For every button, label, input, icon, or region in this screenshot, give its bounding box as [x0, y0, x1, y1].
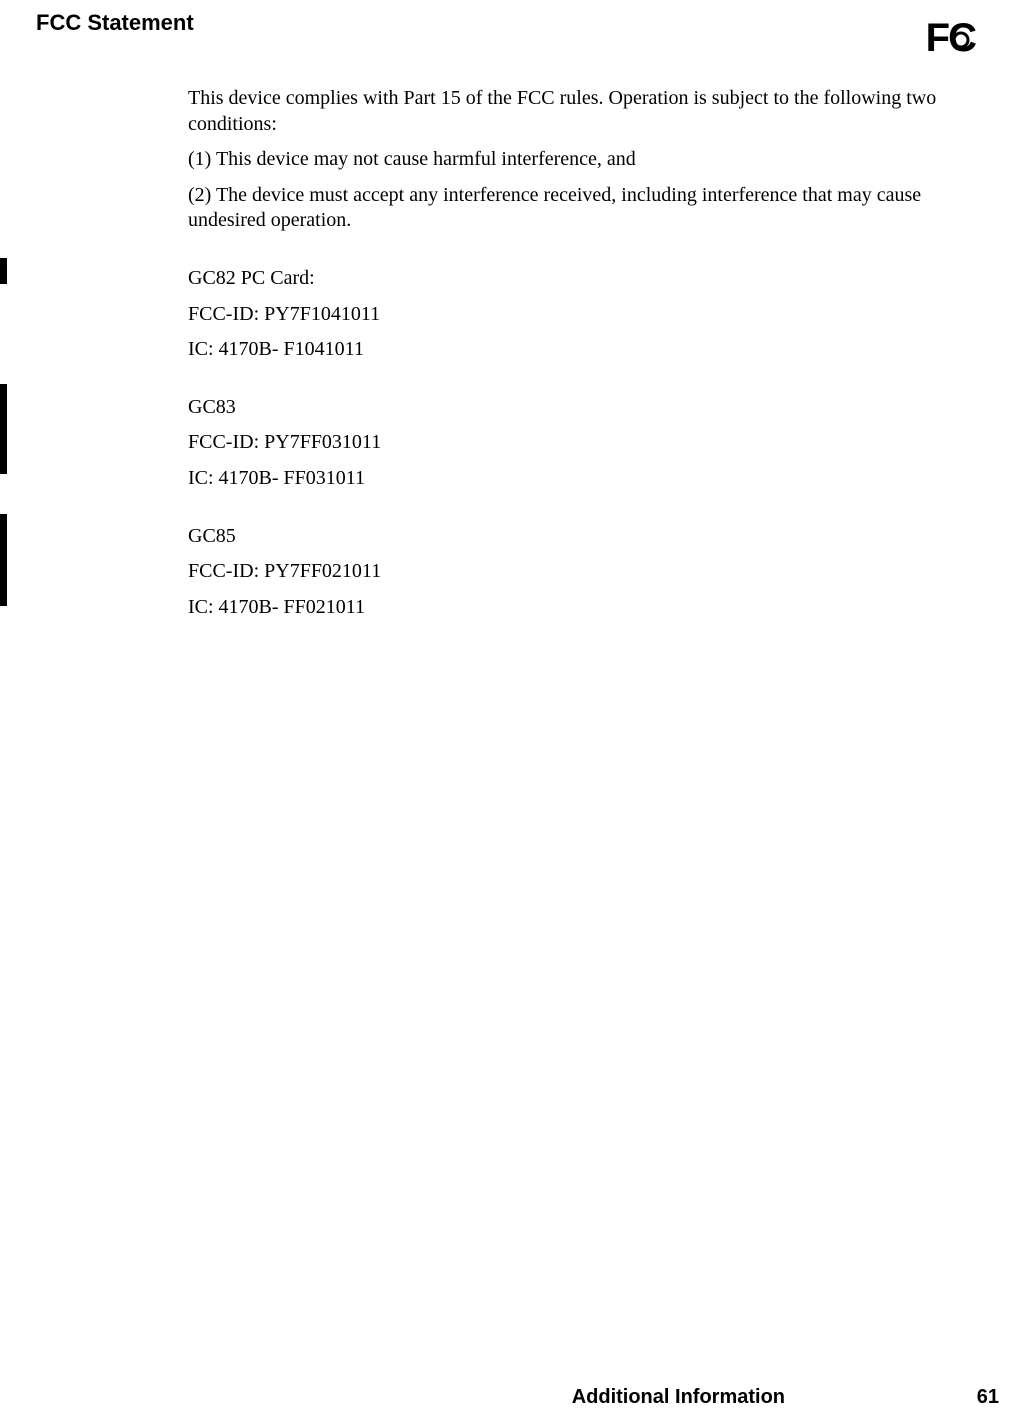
device-name: GC82 PC Card: — [188, 266, 948, 292]
device-ic: IC: 4170B- FF031011 — [188, 466, 948, 492]
fcc-logo-f: F — [926, 16, 948, 60]
body-content: This device complies with Part 15 of the… — [188, 86, 948, 630]
intro-paragraph: This device complies with Part 15 of the… — [188, 86, 948, 137]
device-fcc-id: FCC-ID: PY7F1041011 — [188, 302, 948, 328]
device-ic: IC: 4170B- FF021011 — [188, 595, 948, 621]
change-bar — [0, 384, 7, 474]
device-fcc-id: FCC-ID: PY7FF031011 — [188, 430, 948, 456]
section-title: FCC Statement — [36, 10, 194, 36]
footer-section-label: Additional Information — [572, 1386, 785, 1409]
device-ic: IC: 4170B- F1041011 — [188, 337, 948, 363]
condition-2: (2) The device must accept any interfere… — [188, 183, 948, 234]
footer-page-number: 61 — [977, 1386, 999, 1409]
device-name: GC83 — [188, 395, 948, 421]
device-fcc-id: FCC-ID: PY7FF021011 — [188, 559, 948, 585]
condition-1: (1) This device may not cause harmful in… — [188, 147, 948, 173]
page: FCC Statement FC This device complies wi… — [0, 0, 1013, 1427]
change-bar — [0, 258, 7, 284]
device-name: GC85 — [188, 524, 948, 550]
change-bar — [0, 514, 7, 606]
fcc-logo-c: C — [948, 18, 975, 58]
fcc-logo-icon: FC — [926, 18, 975, 58]
